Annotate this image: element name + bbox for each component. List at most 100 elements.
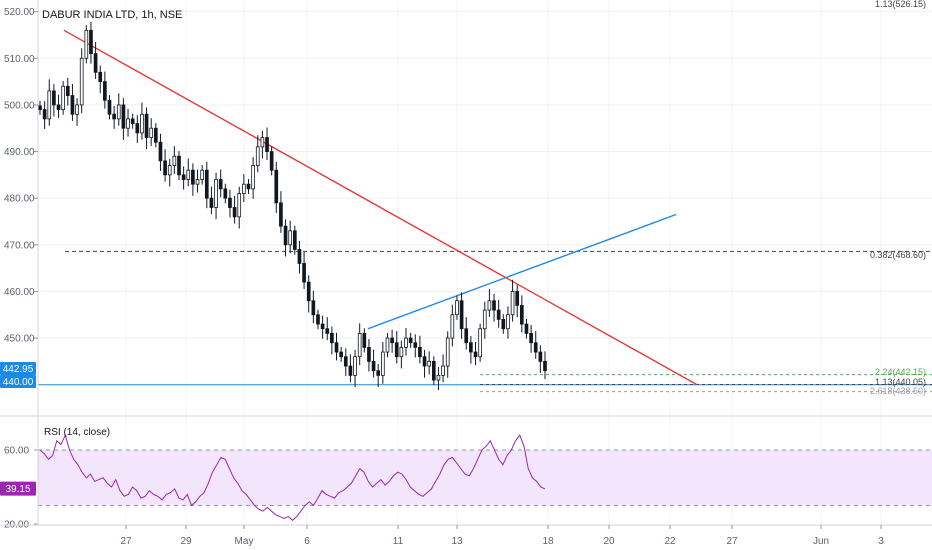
candle-body — [181, 174, 186, 180]
candle-body — [343, 356, 348, 367]
candle-body — [376, 370, 381, 376]
candle-body — [496, 309, 501, 320]
x-tick-label: 27 — [120, 536, 132, 547]
candle-body — [70, 95, 75, 115]
candle-body — [445, 337, 450, 367]
candle-body — [422, 356, 427, 367]
y-tick-label: 500.00 — [4, 100, 35, 111]
candle-body — [177, 155, 181, 176]
chart-overlays: 0.382(468.60) 2.24(442.15)1.13(440.05)2.6… — [38, 29, 932, 396]
candle-body — [339, 351, 343, 358]
x-tick-label: 6 — [304, 536, 310, 547]
price-tag-label: 442.95 — [3, 364, 34, 375]
candle-body — [103, 81, 107, 101]
y-tick-label: 480.00 — [4, 194, 35, 205]
candle-body — [65, 85, 70, 96]
candle-body — [543, 360, 547, 372]
candle-body — [371, 360, 376, 372]
rsi-line — [39, 433, 546, 521]
y-tick-label: 520.00 — [4, 7, 35, 18]
candle-body — [469, 342, 473, 353]
candle-body — [149, 127, 154, 138]
rsi-current-tag — [0, 481, 36, 496]
candle-body — [61, 85, 66, 110]
candle-body — [204, 169, 209, 199]
candle-body — [38, 105, 42, 110]
candle-body — [330, 332, 334, 344]
candle-body — [265, 137, 269, 152]
candle-body — [306, 281, 311, 302]
candle-body — [279, 202, 283, 227]
candle-body — [288, 230, 293, 246]
candle-body — [538, 351, 543, 362]
candle-body — [385, 337, 390, 353]
candle-body — [93, 53, 98, 73]
candle-body — [214, 179, 218, 208]
candle-body — [232, 207, 237, 218]
candle-body — [218, 179, 223, 190]
candle-body — [478, 328, 482, 358]
candle-body — [399, 346, 404, 358]
x-tick-label: 18 — [542, 536, 554, 547]
resistance-trendline — [63, 29, 698, 386]
candle-body — [302, 263, 306, 283]
candle-body — [501, 319, 506, 330]
candle-body — [84, 29, 89, 59]
candle-body — [153, 127, 158, 143]
candle-body — [473, 351, 478, 358]
candle-body — [464, 328, 469, 344]
candle-body — [357, 332, 362, 358]
candle-body — [311, 300, 316, 316]
price-tag — [0, 362, 36, 375]
candle-body — [529, 332, 533, 344]
candle-body — [404, 337, 408, 348]
fib-label-top: 1.13(526.15) — [875, 0, 926, 9]
candle-body — [450, 314, 455, 339]
candle-body — [519, 305, 524, 325]
candle-body — [367, 346, 371, 362]
rsi-tick-label: 60.00 — [4, 446, 29, 457]
candle-body — [297, 249, 302, 264]
candle-body — [436, 374, 441, 381]
candle-body — [251, 165, 255, 190]
candle-body — [107, 99, 112, 115]
fib-label: 2.618(438.50) — [870, 386, 926, 396]
candle-body — [418, 346, 422, 358]
grid-lines — [38, 0, 932, 525]
candle-body — [98, 71, 103, 83]
y-tick-label: 490.00 — [4, 147, 35, 158]
candle-body — [325, 328, 330, 334]
candle-body — [362, 332, 367, 348]
candle-body — [506, 314, 510, 330]
candle-body — [394, 342, 399, 358]
candle-body — [186, 169, 191, 180]
candle-body — [492, 300, 496, 311]
candle-body — [167, 165, 172, 176]
candle-body — [292, 230, 297, 250]
candle-body — [441, 365, 445, 376]
candle-body — [316, 314, 320, 325]
x-tick-label: 22 — [664, 536, 676, 547]
candle-body — [79, 57, 84, 106]
candle-body — [246, 183, 251, 190]
candle-body — [274, 169, 279, 204]
rsi-band — [38, 450, 932, 506]
candle-body — [56, 104, 61, 110]
candlestick-series — [38, 21, 547, 391]
candle-body — [116, 104, 121, 120]
candle-body — [408, 337, 413, 344]
chart-title: DABUR INDIA LTD, 1h, NSE — [42, 9, 182, 21]
candle-body — [47, 90, 52, 120]
candle-body — [431, 360, 436, 381]
y-tick-label: 460.00 — [4, 287, 35, 298]
candle-body — [515, 291, 520, 306]
x-tick-label: 20 — [603, 536, 615, 547]
y-tick-label: 470.00 — [4, 240, 35, 251]
candle-body — [75, 104, 79, 115]
y-tick-label: 510.00 — [4, 54, 35, 65]
candle-body — [130, 118, 135, 124]
x-tick-label: 3 — [878, 536, 884, 547]
